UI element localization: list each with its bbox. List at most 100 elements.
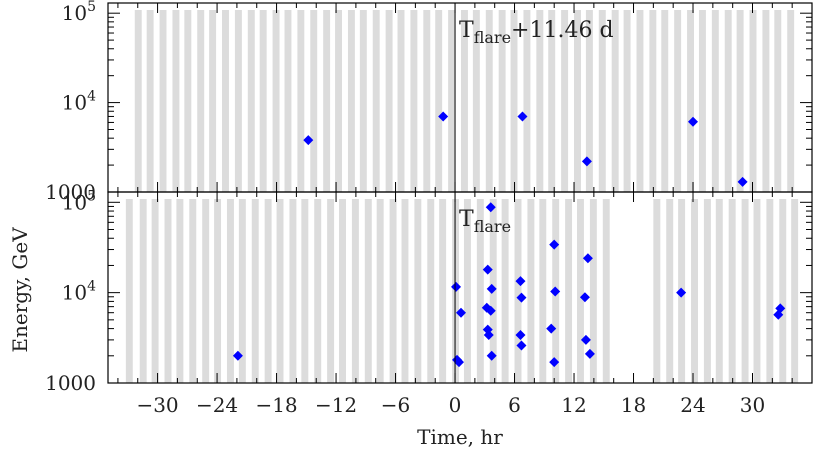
x-tick-label: 24 [680, 393, 705, 417]
observation-band [514, 199, 522, 383]
observation-band [335, 10, 343, 192]
observation-band [472, 10, 480, 192]
data-point [581, 156, 592, 167]
data-point [584, 348, 595, 359]
panel-frame [107, 191, 813, 384]
observation-band [389, 199, 397, 383]
x-tick-label: 0 [449, 393, 462, 417]
observation-band [435, 10, 443, 192]
x-tick-label: −30 [136, 393, 178, 417]
observation-band [574, 10, 581, 192]
y-tick-label: 1000 [45, 180, 96, 204]
y-tick-label: 1000 [45, 371, 96, 395]
observation-band [364, 199, 372, 383]
data-point [582, 253, 593, 264]
observation-band [238, 199, 246, 383]
observation-band [649, 10, 657, 192]
x-tick-label: −24 [196, 393, 238, 417]
x-tick-label: −18 [255, 393, 297, 417]
data-point [454, 357, 465, 368]
observation-band [139, 199, 147, 383]
data-point [485, 305, 496, 316]
observation-band [347, 10, 355, 192]
observation-band [351, 199, 359, 383]
observation-band [376, 199, 384, 383]
observation-band [711, 10, 719, 192]
observation-band [310, 10, 318, 192]
observation-band [636, 10, 644, 192]
observation-band [728, 199, 736, 383]
bottom-panel-points [232, 202, 786, 368]
observation-band [774, 10, 782, 192]
observation-band [611, 10, 619, 192]
observation-band [172, 10, 180, 192]
observation-band [251, 199, 259, 383]
observation-band [209, 10, 217, 192]
observation-band [602, 199, 610, 383]
top-panel-points [303, 111, 748, 187]
observation-band [314, 199, 322, 383]
data-point [515, 276, 526, 287]
y-tick-label: 105 [62, 188, 96, 214]
x-tick-label: 30 [740, 393, 765, 417]
data-point [303, 135, 314, 146]
data-point [580, 334, 591, 345]
observation-band [202, 199, 210, 383]
observation-band [691, 199, 698, 383]
observation-band [423, 10, 431, 192]
observation-band [134, 10, 142, 192]
observation-band [439, 199, 447, 383]
x-tick-label: 12 [561, 393, 586, 417]
observation-band [741, 199, 749, 383]
observation-band [749, 10, 757, 192]
observation-band [359, 10, 367, 192]
observation-band [463, 199, 471, 383]
data-point [232, 350, 243, 361]
observation-band [151, 199, 159, 383]
observation-band [385, 10, 393, 192]
data-point [517, 111, 528, 122]
x-axis-label: Time, hr [417, 425, 503, 449]
observation-band [460, 10, 468, 192]
observation-band [766, 199, 774, 383]
observation-band [715, 199, 723, 383]
observation-band [372, 10, 380, 192]
observation-band [301, 199, 309, 383]
data-point [451, 281, 462, 292]
observation-band [264, 199, 272, 383]
observation-band [523, 10, 531, 192]
observation-band [297, 10, 305, 192]
data-point [455, 307, 466, 318]
x-tick-label: −6 [381, 393, 410, 417]
x-tick-label: −12 [315, 393, 357, 417]
observation-band [779, 199, 787, 383]
x-tick-labels: −30 −24 −18 −12 −6 0 6 12 18 24 30 [136, 393, 765, 417]
observation-band [259, 10, 267, 192]
data-point [516, 340, 527, 351]
y-tick-label: 104 [62, 89, 96, 115]
observation-band [272, 10, 280, 192]
observation-band [791, 199, 799, 383]
observation-band [234, 10, 242, 192]
bottom-panel-label: Tflare [459, 207, 511, 236]
data-point [546, 323, 557, 334]
data-point [775, 303, 786, 314]
data-point [579, 292, 590, 303]
observation-band [476, 199, 484, 383]
bottom-panel: Tflare [107, 191, 813, 384]
observation-band [485, 10, 493, 192]
observation-band [527, 199, 535, 383]
y-tick-label: 105 [62, 0, 96, 25]
bottom-panel-frame [107, 191, 813, 384]
observation-band [339, 199, 346, 383]
observation-band [762, 10, 770, 192]
data-point [486, 283, 497, 294]
x-tick-label: 6 [508, 393, 521, 417]
y-axis-label: Energy, GeV [8, 227, 32, 353]
observation-band [323, 10, 331, 192]
observation-band [214, 199, 222, 383]
observation-band [226, 199, 234, 383]
observation-band [548, 10, 556, 192]
data-point [438, 111, 449, 122]
